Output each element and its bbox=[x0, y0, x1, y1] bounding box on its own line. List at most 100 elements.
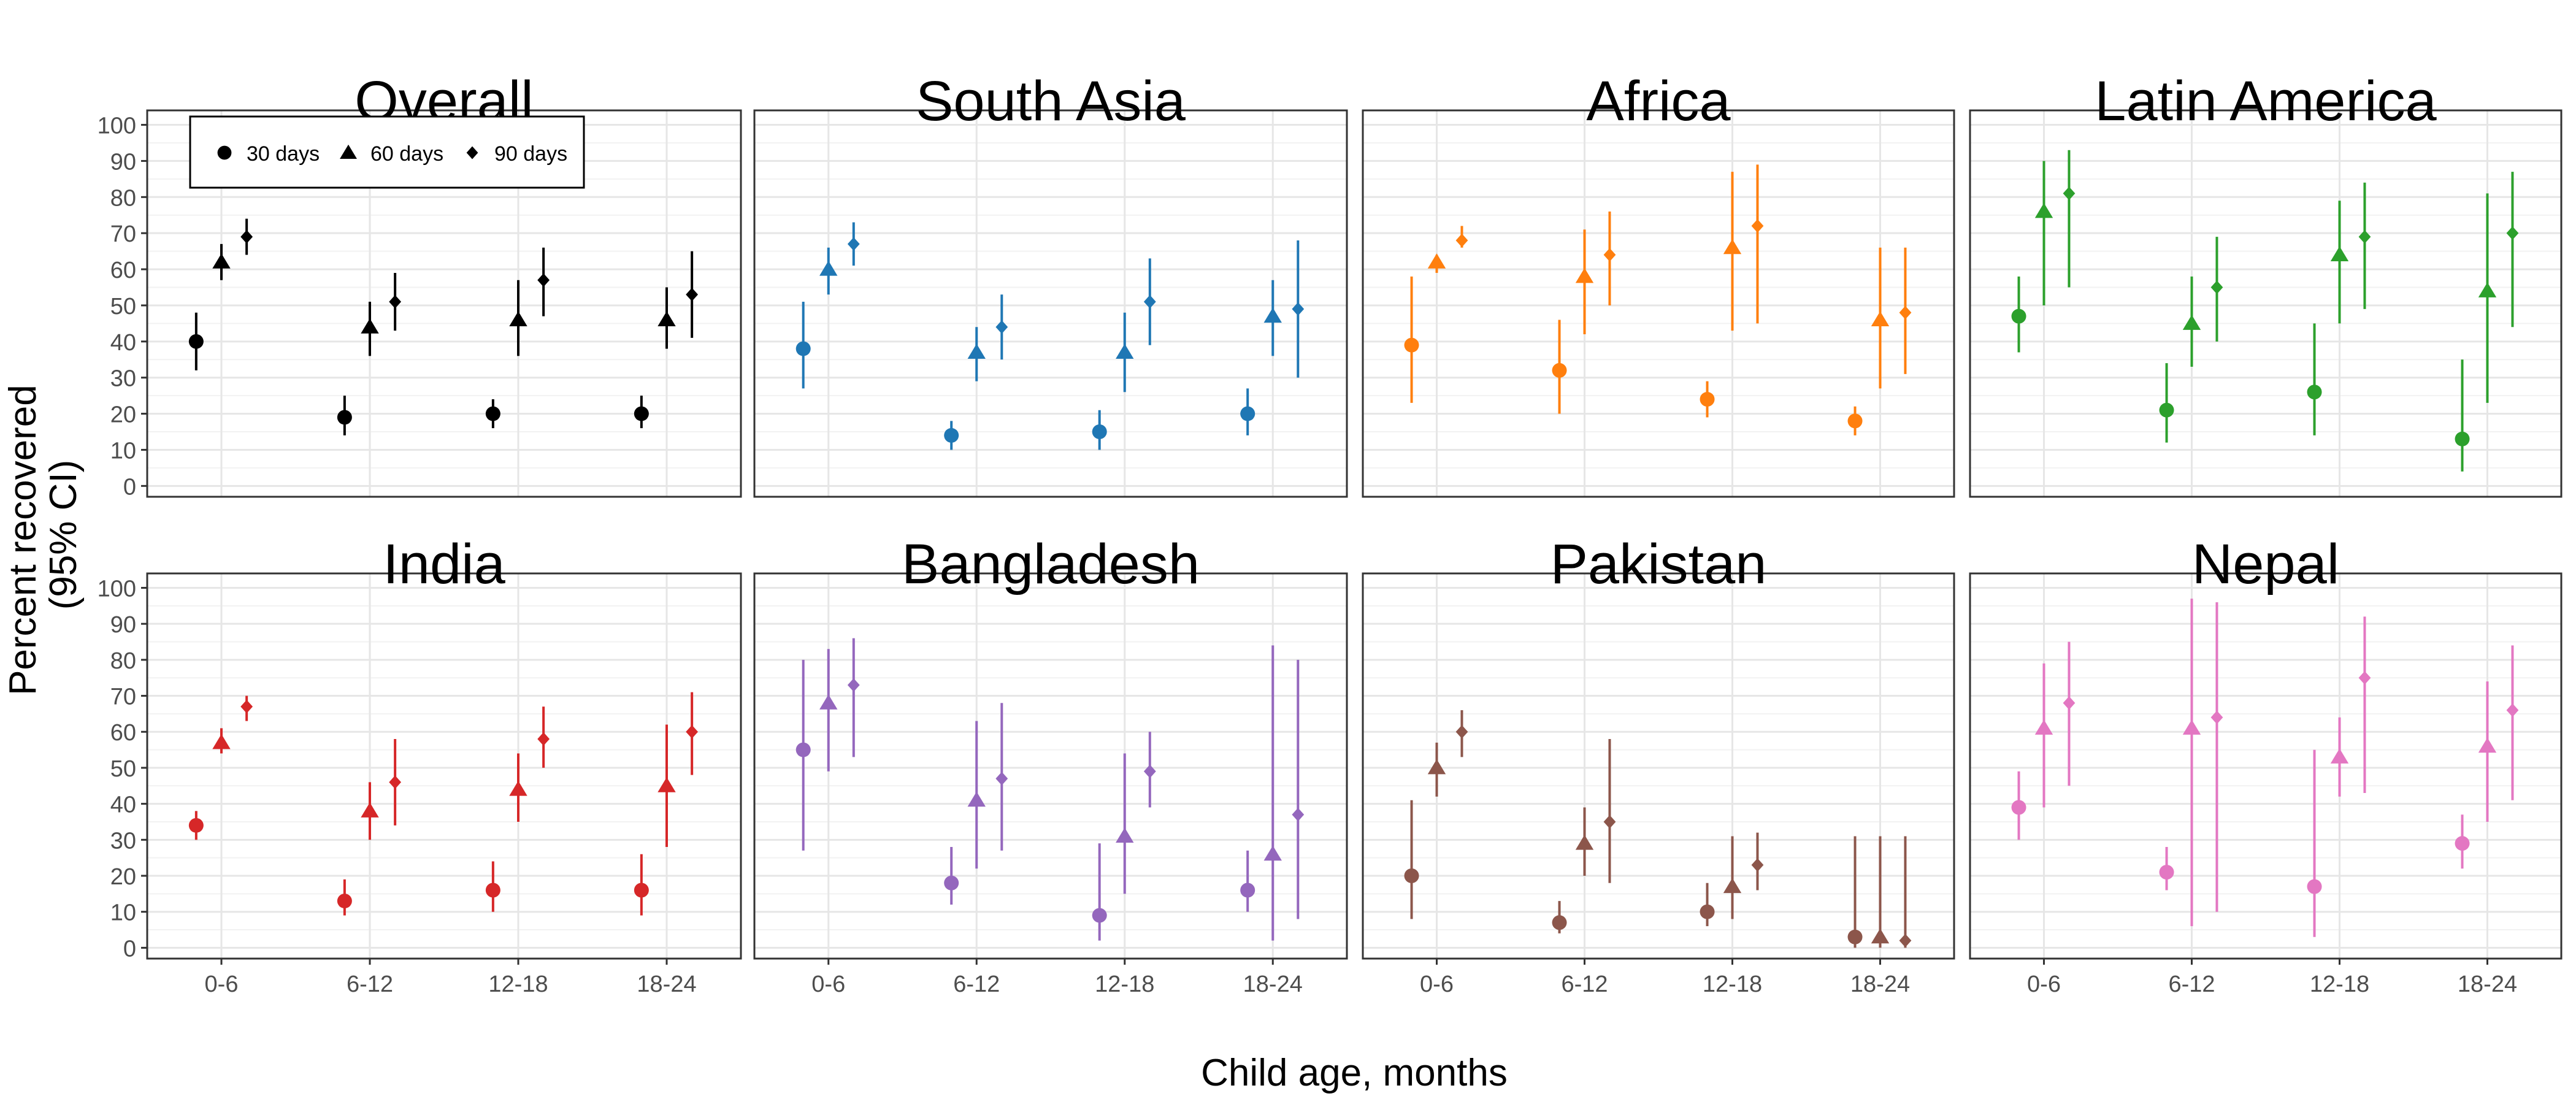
data-point-diamond bbox=[1603, 248, 1616, 262]
data-point-triangle bbox=[1427, 759, 1446, 775]
data-point-circle bbox=[1847, 413, 1863, 429]
legend-label: 90 days bbox=[494, 142, 567, 166]
data-point-diamond bbox=[2063, 186, 2076, 201]
data-point-circle bbox=[2455, 836, 2470, 851]
data-point-triangle bbox=[2034, 719, 2053, 735]
x-tick-label: 18-24 bbox=[1243, 971, 1303, 997]
data-point-circle bbox=[795, 742, 811, 757]
panel-title: Latin America bbox=[2095, 70, 2437, 132]
data-point-triangle bbox=[657, 777, 676, 792]
y-tick-label: 0 bbox=[123, 936, 136, 962]
panel-background bbox=[754, 573, 1347, 959]
x-tick-label: 6-12 bbox=[1561, 971, 1608, 997]
legend-key-diamond bbox=[466, 146, 478, 159]
data-point-triangle bbox=[2034, 202, 2053, 218]
data-point-diamond bbox=[2506, 703, 2519, 718]
data-point-diamond bbox=[240, 230, 253, 244]
data-point-circle bbox=[2011, 800, 2026, 815]
panel-title: Nepal bbox=[2192, 533, 2339, 596]
data-point-triangle bbox=[819, 694, 838, 710]
legend-item: 90 days bbox=[466, 142, 567, 166]
x-tick-label: 0-6 bbox=[1420, 971, 1454, 997]
x-tick-label: 12-18 bbox=[1095, 971, 1154, 997]
x-tick-label: 12-18 bbox=[488, 971, 548, 997]
x-tick-label: 0-6 bbox=[811, 971, 845, 997]
data-point-circle bbox=[1240, 406, 1255, 421]
data-point-diamond bbox=[995, 320, 1008, 334]
data-point-diamond bbox=[1292, 302, 1305, 316]
labels-layer: Percent recovered (95% CI) Child age, mo… bbox=[2, 385, 1508, 1094]
panel-border bbox=[1362, 572, 1955, 960]
data-point-triangle bbox=[819, 261, 838, 276]
legend: 30 days 60 days 90 days bbox=[189, 115, 585, 189]
panel-bangladesh: Bangladesh 0-6 6-12 12-18 18-24 bbox=[753, 533, 1348, 997]
y-tick-label: 20 bbox=[110, 864, 136, 890]
data-point-circle bbox=[485, 883, 500, 898]
data-point-diamond bbox=[1603, 814, 1616, 829]
legend-item: 60 days bbox=[340, 142, 443, 166]
x-tick-label: 12-18 bbox=[1703, 971, 1762, 997]
data-point-circle bbox=[944, 427, 959, 443]
y-tick-label: 30 bbox=[110, 828, 136, 854]
y-tick-label: 10 bbox=[110, 900, 136, 926]
data-point-diamond bbox=[1455, 725, 1468, 739]
x-tick-label: 6-12 bbox=[2168, 971, 2215, 997]
y-tick-label: 80 bbox=[110, 185, 136, 211]
y-tick-label: 100 bbox=[98, 576, 136, 602]
panel-border bbox=[146, 109, 742, 498]
y-tick-label: 50 bbox=[110, 756, 136, 782]
data-point-diamond bbox=[686, 725, 699, 739]
panel-india: India 0 10 20 30 40 50 60 70 80 90 100 0-6 6-12 12-18 1… bbox=[98, 533, 742, 997]
data-point-circle bbox=[1552, 915, 1567, 930]
x-tick-label: 18-24 bbox=[637, 971, 696, 997]
data-point-triangle bbox=[1723, 239, 1742, 255]
y-tick-label: 10 bbox=[110, 438, 136, 464]
data-point-circle bbox=[188, 334, 204, 349]
data-point-triangle bbox=[361, 318, 379, 334]
panel-nepal: Nepal 0-6 6-12 12-18 18-24 bbox=[1969, 533, 2563, 997]
data-point-circle bbox=[337, 410, 352, 425]
data-point-diamond bbox=[1455, 233, 1468, 247]
data-point-circle bbox=[944, 875, 959, 891]
data-point-triangle bbox=[2478, 737, 2497, 753]
data-point-diamond bbox=[1292, 808, 1305, 822]
x-tick-label: 18-24 bbox=[1850, 971, 1910, 997]
data-point-triangle bbox=[967, 343, 986, 359]
data-point-diamond bbox=[2358, 671, 2371, 685]
data-point-circle bbox=[1700, 392, 1715, 407]
data-point-circle bbox=[2307, 879, 2322, 894]
data-point-triangle bbox=[1871, 928, 1890, 944]
panel-background bbox=[1363, 573, 1954, 959]
y-tick-label: 0 bbox=[123, 474, 136, 500]
data-point-circle bbox=[2307, 385, 2322, 400]
y-tick-label: 80 bbox=[110, 648, 136, 674]
panel-latin-america: Latin America bbox=[1969, 70, 2563, 498]
x-tick-label: 12-18 bbox=[2310, 971, 2369, 997]
panel-background bbox=[1363, 110, 1954, 497]
data-point-circle bbox=[2011, 308, 2026, 324]
panel-pakistan: Pakistan 0-6 6-12 12-18 18-24 bbox=[1362, 533, 1955, 997]
data-point-circle bbox=[337, 894, 352, 909]
data-point-triangle bbox=[509, 311, 527, 326]
data-point-triangle bbox=[2182, 315, 2201, 330]
data-point-diamond bbox=[2506, 226, 2519, 240]
data-point-diamond bbox=[389, 295, 402, 309]
panel-africa: Africa bbox=[1362, 70, 1955, 498]
panel-border bbox=[753, 572, 1348, 960]
panel-border bbox=[753, 109, 1348, 498]
panel-background bbox=[1970, 110, 2561, 497]
y-tick-label: 50 bbox=[110, 294, 136, 320]
data-point-diamond bbox=[2358, 230, 2371, 244]
data-point-triangle bbox=[2478, 282, 2497, 297]
data-point-triangle bbox=[1263, 845, 1282, 861]
panel-title: South Asia bbox=[916, 70, 1186, 132]
data-point-triangle bbox=[2330, 748, 2349, 764]
data-point-triangle bbox=[2330, 246, 2349, 262]
data-point-diamond bbox=[240, 700, 253, 714]
legend-item: 30 days bbox=[217, 142, 320, 166]
data-point-triangle bbox=[361, 802, 379, 818]
data-point-circle bbox=[485, 406, 500, 421]
